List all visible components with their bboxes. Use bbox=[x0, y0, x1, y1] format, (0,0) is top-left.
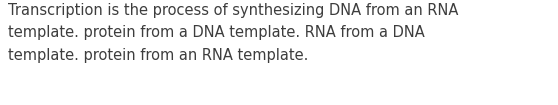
Text: Transcription is the process of synthesizing DNA from an RNA
template. protein f: Transcription is the process of synthesi… bbox=[8, 3, 459, 63]
